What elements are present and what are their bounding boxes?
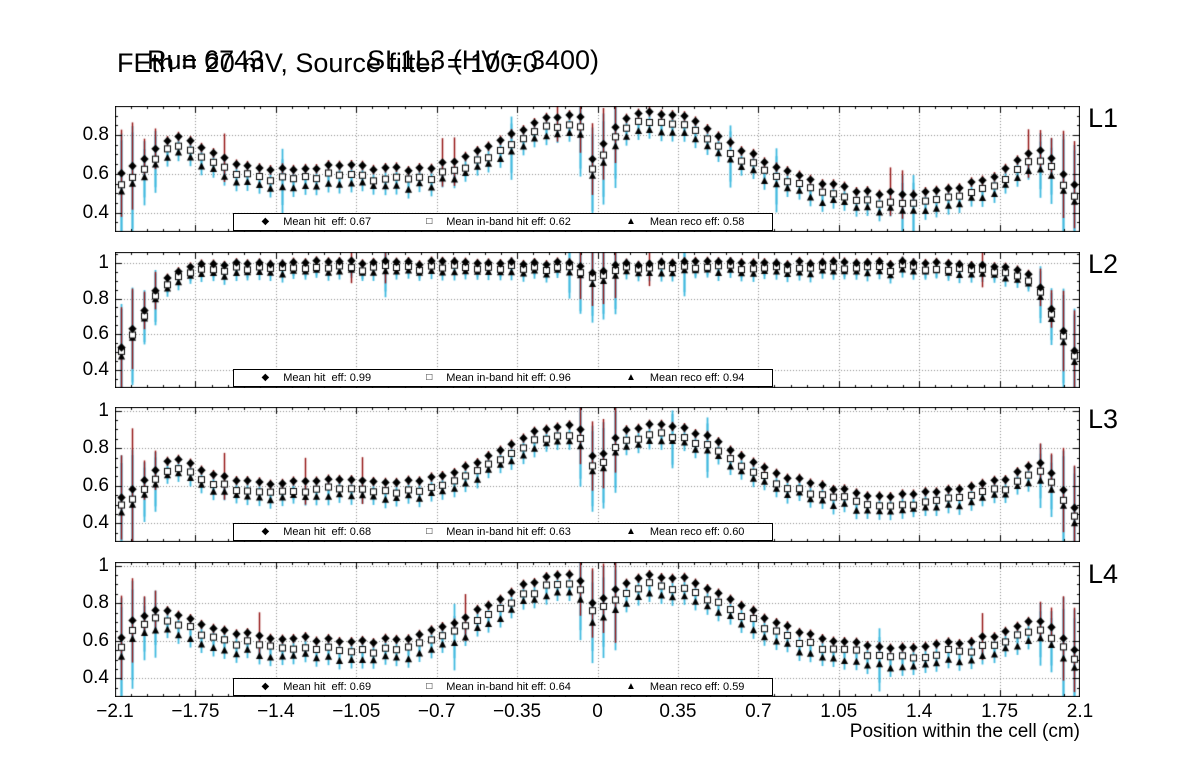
y-tick-label: 0.4 [82,512,109,534]
x-axis-title: Position within the cell (cm) [849,721,1080,742]
legend-entry: ▲ Mean reco eff: 0.60 [626,526,745,538]
legend-entry: □ Mean in-band hit eff: 0.64 [426,681,571,693]
x-tick-label: −1.05 [332,701,381,722]
legend-entry-text: Mean reco eff: 0.60 [649,526,745,538]
x-tick-label: −1.4 [257,701,295,722]
inband-marker-icon: □ [426,681,433,692]
y-tick-label: 0.4 [82,359,109,381]
y-tick-label: 0.6 [82,323,109,345]
legend-entry: □ Mean in-band hit eff: 0.63 [426,526,571,538]
x-tick-label: −0.35 [493,701,542,722]
reco-marker-icon: ▲ [625,526,636,537]
x-tick-label: 0 [592,701,603,722]
x-tick-label: −2.1 [96,701,134,722]
y-tick-label: 0.6 [82,474,109,496]
legend-entry-text: Mean hit eff: 0.99 [283,372,372,384]
panel-label-L1: L1 [1088,103,1119,133]
legend-entry-text: Mean in-band hit eff: 0.64 [446,681,571,693]
plot-subtitle: FEth = 20 mV, Source filter = 100.0 [117,48,538,78]
y-tick-label: 0.8 [82,437,109,459]
y-tick-label: 0.4 [82,201,109,223]
inband-marker-icon: □ [426,216,433,227]
plot-panel-L3 [115,407,1080,542]
y-tick-label: 0.4 [82,667,109,689]
legend-entry: □ Mean in-band hit eff: 0.96 [426,372,571,384]
x-tick-label: 1.4 [905,701,933,722]
legend-entry: ◆ Mean hit eff: 0.67 [262,216,372,228]
reco-marker-icon: ▲ [625,372,636,383]
legend-entry-text: Mean in-band hit eff: 0.96 [446,372,571,384]
legend-entry-text: Mean hit eff: 0.67 [283,216,372,228]
panel-label-L3: L3 [1088,404,1119,434]
y-tick-label: 0.8 [82,124,109,146]
y-tick-label: 1 [98,554,109,576]
legend-L1: ◆ Mean hit eff: 0.67 □ Mean in-band hit eff… [233,213,773,231]
plot-title: Run 6743 SL1L3 (HV = 3400) [117,14,599,107]
legend-entry-text: Mean reco eff: 0.94 [649,372,745,384]
legend-entry-text: Mean hit eff: 0.68 [283,526,372,538]
x-tick-label: −0.7 [417,701,456,722]
legend-entry: ◆ Mean hit eff: 0.68 [262,526,372,538]
inband-marker-icon: □ [426,372,433,383]
run-label: Run 6743 [147,45,265,75]
x-tick-label: 1.05 [820,701,858,722]
y-tick-label: 1 [98,251,109,273]
panel-label-L4: L4 [1088,559,1119,589]
legend-entry-text: Mean reco eff: 0.59 [649,681,745,693]
y-tick-label: 0.8 [82,592,109,614]
panel-label-L2: L2 [1088,249,1119,279]
hit-marker-icon: ◆ [261,372,270,383]
legend-entry: ▲ Mean reco eff: 0.94 [626,372,745,384]
reco-marker-icon: ▲ [625,681,636,692]
legend-entry: ▲ Mean reco eff: 0.59 [626,681,745,693]
y-tick-label: 0.8 [82,287,109,309]
legend-entry: ▲ Mean reco eff: 0.58 [626,216,745,228]
x-tick-label: 0.35 [659,701,697,722]
legend-entry-text: Mean reco eff: 0.58 [649,216,745,228]
legend-L4: ◆ Mean hit eff: 0.69 □ Mean in-band hit eff… [233,678,773,696]
legend-L2: ◆ Mean hit eff: 0.99 □ Mean in-band hit eff… [233,369,773,387]
x-tick-label: 2.1 [1066,701,1094,722]
legend-entry-text: Mean hit eff: 0.69 [283,681,372,693]
hit-marker-icon: ◆ [261,216,270,227]
y-tick-label: 0.6 [82,629,109,651]
plot-panel-L1 [115,106,1080,232]
y-tick-label: 1 [98,399,109,421]
legend-entry-text: Mean in-band hit eff: 0.63 [446,526,571,538]
y-tick-label: 0.6 [82,162,109,184]
legend-entry: □ Mean in-band hit eff: 0.62 [426,216,571,228]
reco-marker-icon: ▲ [625,216,636,227]
chamber-label: SL1L3 (HV = 3400) [367,45,600,75]
legend-L3: ◆ Mean hit eff: 0.68 □ Mean in-band hit eff… [233,523,773,541]
legend-entry: ◆ Mean hit eff: 0.99 [262,372,372,384]
x-tick-label: −1.75 [171,701,220,722]
plot-panel-L2 [115,252,1080,388]
legend-entry-text: Mean in-band hit eff: 0.62 [446,216,571,228]
x-tick-label: 1.75 [981,701,1019,722]
hit-marker-icon: ◆ [261,526,270,537]
hit-marker-icon: ◆ [261,681,270,692]
legend-entry: ◆ Mean hit eff: 0.69 [262,681,372,693]
plot-panel-L4 [115,562,1080,697]
inband-marker-icon: □ [426,526,433,537]
x-tick-label: 0.7 [745,701,772,722]
